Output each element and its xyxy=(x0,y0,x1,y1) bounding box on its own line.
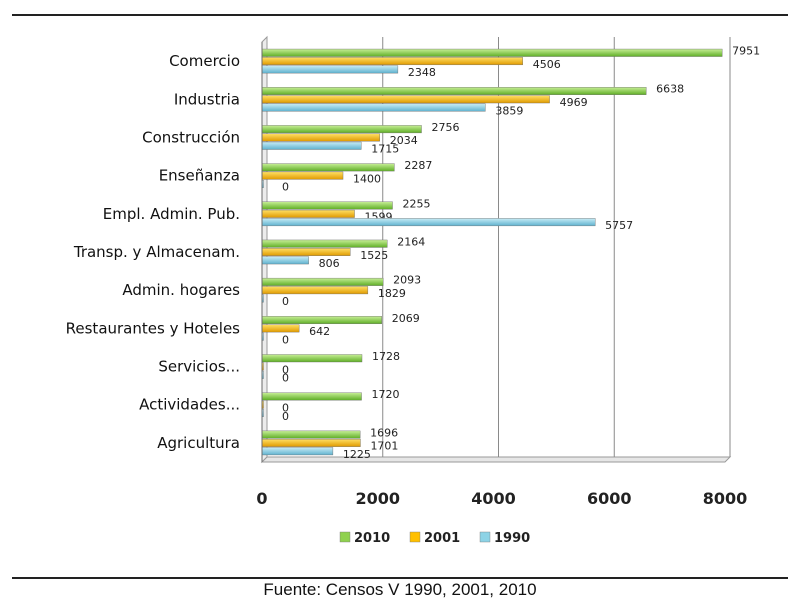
category-label: Transp. y Almacenam. xyxy=(73,243,240,261)
bar-2001 xyxy=(261,286,369,295)
bar-chart: 0 2000 4000 6000 8000 Comercio 7951 4506 2348 Ind… xyxy=(66,35,760,546)
category-label: Actividades... xyxy=(139,396,240,414)
data-label: 1715 xyxy=(371,143,399,156)
data-label: 806 xyxy=(319,257,340,270)
data-label: 2034 xyxy=(390,134,418,147)
bar-2010 xyxy=(261,430,361,439)
x-tick-label: 2000 xyxy=(355,489,400,508)
bar-1990 xyxy=(261,218,596,227)
legend-label-2010: 2010 xyxy=(354,531,390,546)
category-label: Enseñanza xyxy=(159,167,240,185)
data-label: 642 xyxy=(309,325,330,338)
floor-wall xyxy=(260,456,732,463)
data-label: 1696 xyxy=(370,426,398,439)
data-label: 2093 xyxy=(393,274,421,287)
bar-2010 xyxy=(261,201,393,210)
data-label: 1525 xyxy=(360,249,388,262)
data-label: 2255 xyxy=(403,197,431,210)
category-label: Restaurantes y Hoteles xyxy=(66,319,241,337)
category-label: Servicios... xyxy=(158,358,240,376)
data-label: 0 xyxy=(282,181,289,194)
data-label: 2348 xyxy=(408,66,436,79)
data-label: 1728 xyxy=(372,350,400,363)
legend-label-2001: 2001 xyxy=(424,531,460,546)
bar-1990 xyxy=(261,103,486,112)
data-label: 5757 xyxy=(605,219,633,232)
data-label: 1720 xyxy=(372,388,400,401)
data-label: 2069 xyxy=(392,312,420,325)
data-label: 6638 xyxy=(656,83,684,96)
data-label: 0 xyxy=(282,363,289,376)
x-tick-label: 4000 xyxy=(471,489,516,508)
bar-2010 xyxy=(261,354,363,363)
bar-2001 xyxy=(261,438,361,447)
x-tick-label: 6000 xyxy=(587,489,632,508)
category-label: Admin. hogares xyxy=(122,281,240,299)
legend-swatch-2001 xyxy=(409,531,421,543)
legend-swatch-2010 xyxy=(339,531,351,543)
data-label: 1225 xyxy=(343,448,371,461)
category-label: Industria xyxy=(174,90,240,108)
data-label: 1701 xyxy=(370,440,398,453)
bar-1990 xyxy=(261,256,309,265)
data-label: 0 xyxy=(282,333,289,346)
bar-1990 xyxy=(261,65,399,74)
bar-2010 xyxy=(261,48,723,57)
source-caption: Fuente: Censos V 1990, 2001, 2010 xyxy=(263,580,537,599)
bar-2001 xyxy=(261,209,355,218)
category-label: Comercio xyxy=(169,52,240,70)
x-tick-label: 8000 xyxy=(703,489,748,508)
x-tick-label: 0 xyxy=(256,489,267,508)
data-label: 0 xyxy=(282,372,289,385)
bar-2010 xyxy=(261,277,384,286)
bar-2001 xyxy=(261,57,523,66)
bar-2010 xyxy=(261,87,647,95)
data-label: 2756 xyxy=(432,121,460,134)
bar-2010 xyxy=(261,239,388,248)
data-label: 4969 xyxy=(560,96,588,109)
data-label: 0 xyxy=(282,295,289,308)
bar-2010 xyxy=(261,125,422,134)
bar-2001 xyxy=(261,324,300,333)
bar-2010 xyxy=(261,163,395,172)
bar-1990 xyxy=(261,447,334,456)
bar-1990 xyxy=(261,141,362,150)
top-rule xyxy=(12,14,788,16)
data-label: 0 xyxy=(282,410,289,423)
bar-2001 xyxy=(261,248,351,256)
data-label: 4506 xyxy=(533,58,561,71)
data-label: 3859 xyxy=(495,104,523,117)
category-label: Agricultura xyxy=(157,434,240,452)
data-label: 1400 xyxy=(353,172,381,185)
bar-2001 xyxy=(261,95,550,104)
legend-swatch-1990 xyxy=(479,531,491,543)
legend-label-1990: 1990 xyxy=(494,531,530,546)
bar-2001 xyxy=(261,171,344,180)
bottom-rule xyxy=(12,577,788,579)
bar-2001 xyxy=(261,133,380,142)
data-label: 1829 xyxy=(378,287,406,300)
category-label: Construcción xyxy=(142,128,240,146)
data-label: 7951 xyxy=(732,45,760,58)
data-label: 2287 xyxy=(404,159,432,172)
category-label: Empl. Admin. Pub. xyxy=(103,205,240,223)
data-label: 2164 xyxy=(397,235,425,248)
bar-2010 xyxy=(261,392,362,401)
bar-2010 xyxy=(261,316,382,325)
data-label: 0 xyxy=(282,401,289,414)
